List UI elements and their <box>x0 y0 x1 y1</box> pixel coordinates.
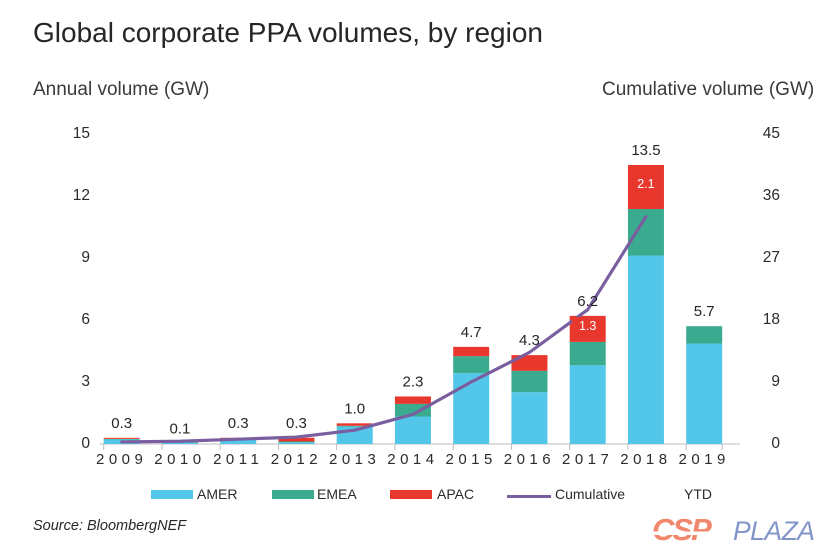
svg-text:5.7: 5.7 <box>694 303 715 320</box>
svg-text:3: 3 <box>81 373 90 390</box>
svg-text:2013: 2013 <box>329 451 380 468</box>
svg-text:2011: 2011 <box>213 451 263 468</box>
svg-text:0.3: 0.3 <box>111 415 132 432</box>
svg-text:15: 15 <box>73 125 90 142</box>
svg-text:2016: 2016 <box>504 451 555 468</box>
svg-text:0.3: 0.3 <box>286 415 307 432</box>
svg-text:2009: 2009 <box>96 451 147 468</box>
svg-text:6: 6 <box>81 311 90 328</box>
svg-text:36: 36 <box>763 187 780 204</box>
svg-text:0.3: 0.3 <box>228 415 249 432</box>
svg-text:2014: 2014 <box>387 451 438 468</box>
svg-text:13.5: 13.5 <box>631 142 660 159</box>
svg-text:2015: 2015 <box>446 451 497 468</box>
svg-text:0.1: 0.1 <box>170 421 191 438</box>
svg-text:2017: 2017 <box>562 451 613 468</box>
svg-text:1.0: 1.0 <box>344 400 365 417</box>
svg-text:4.7: 4.7 <box>461 324 482 341</box>
svg-text:6.2: 6.2 <box>577 293 598 310</box>
svg-text:0: 0 <box>771 435 780 452</box>
svg-text:2019: 2019 <box>679 451 730 468</box>
svg-text:2010: 2010 <box>154 451 205 468</box>
svg-text:2018: 2018 <box>620 451 671 468</box>
svg-text:9: 9 <box>81 249 90 266</box>
svg-text:9: 9 <box>771 373 780 390</box>
svg-text:2012: 2012 <box>271 451 322 468</box>
svg-text:27: 27 <box>763 249 780 266</box>
svg-text:45: 45 <box>763 125 780 142</box>
svg-text:12: 12 <box>73 187 90 204</box>
svg-text:18: 18 <box>763 311 780 328</box>
svg-text:4.3: 4.3 <box>519 332 540 349</box>
svg-text:2.3: 2.3 <box>403 374 424 391</box>
svg-text:0: 0 <box>81 435 90 452</box>
